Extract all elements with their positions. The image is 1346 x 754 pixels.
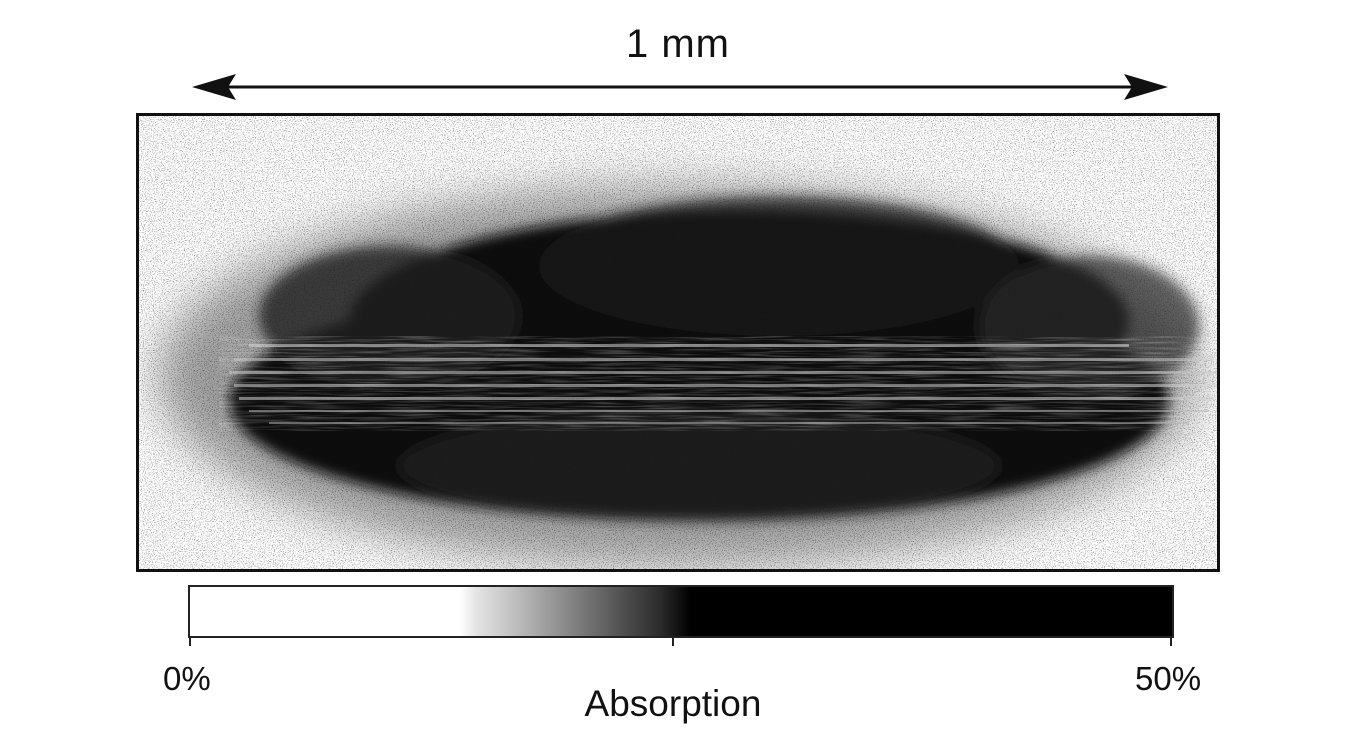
colorbar-min-label: 0% — [163, 660, 211, 697]
scale-bar-label: 1 mm — [626, 22, 730, 66]
colorbar-tick-max — [1170, 636, 1172, 646]
scale-bar-arrow — [192, 74, 1168, 100]
cloud-speckle — [139, 116, 1217, 569]
colorbar-tick-mid — [672, 636, 674, 646]
absorption-image — [136, 113, 1220, 572]
absorption-colorbar — [188, 585, 1174, 638]
colorbar-title: Absorption — [584, 683, 762, 724]
colorbar-max-label: 50% — [1135, 660, 1202, 697]
colorbar-tick-min — [189, 636, 191, 646]
